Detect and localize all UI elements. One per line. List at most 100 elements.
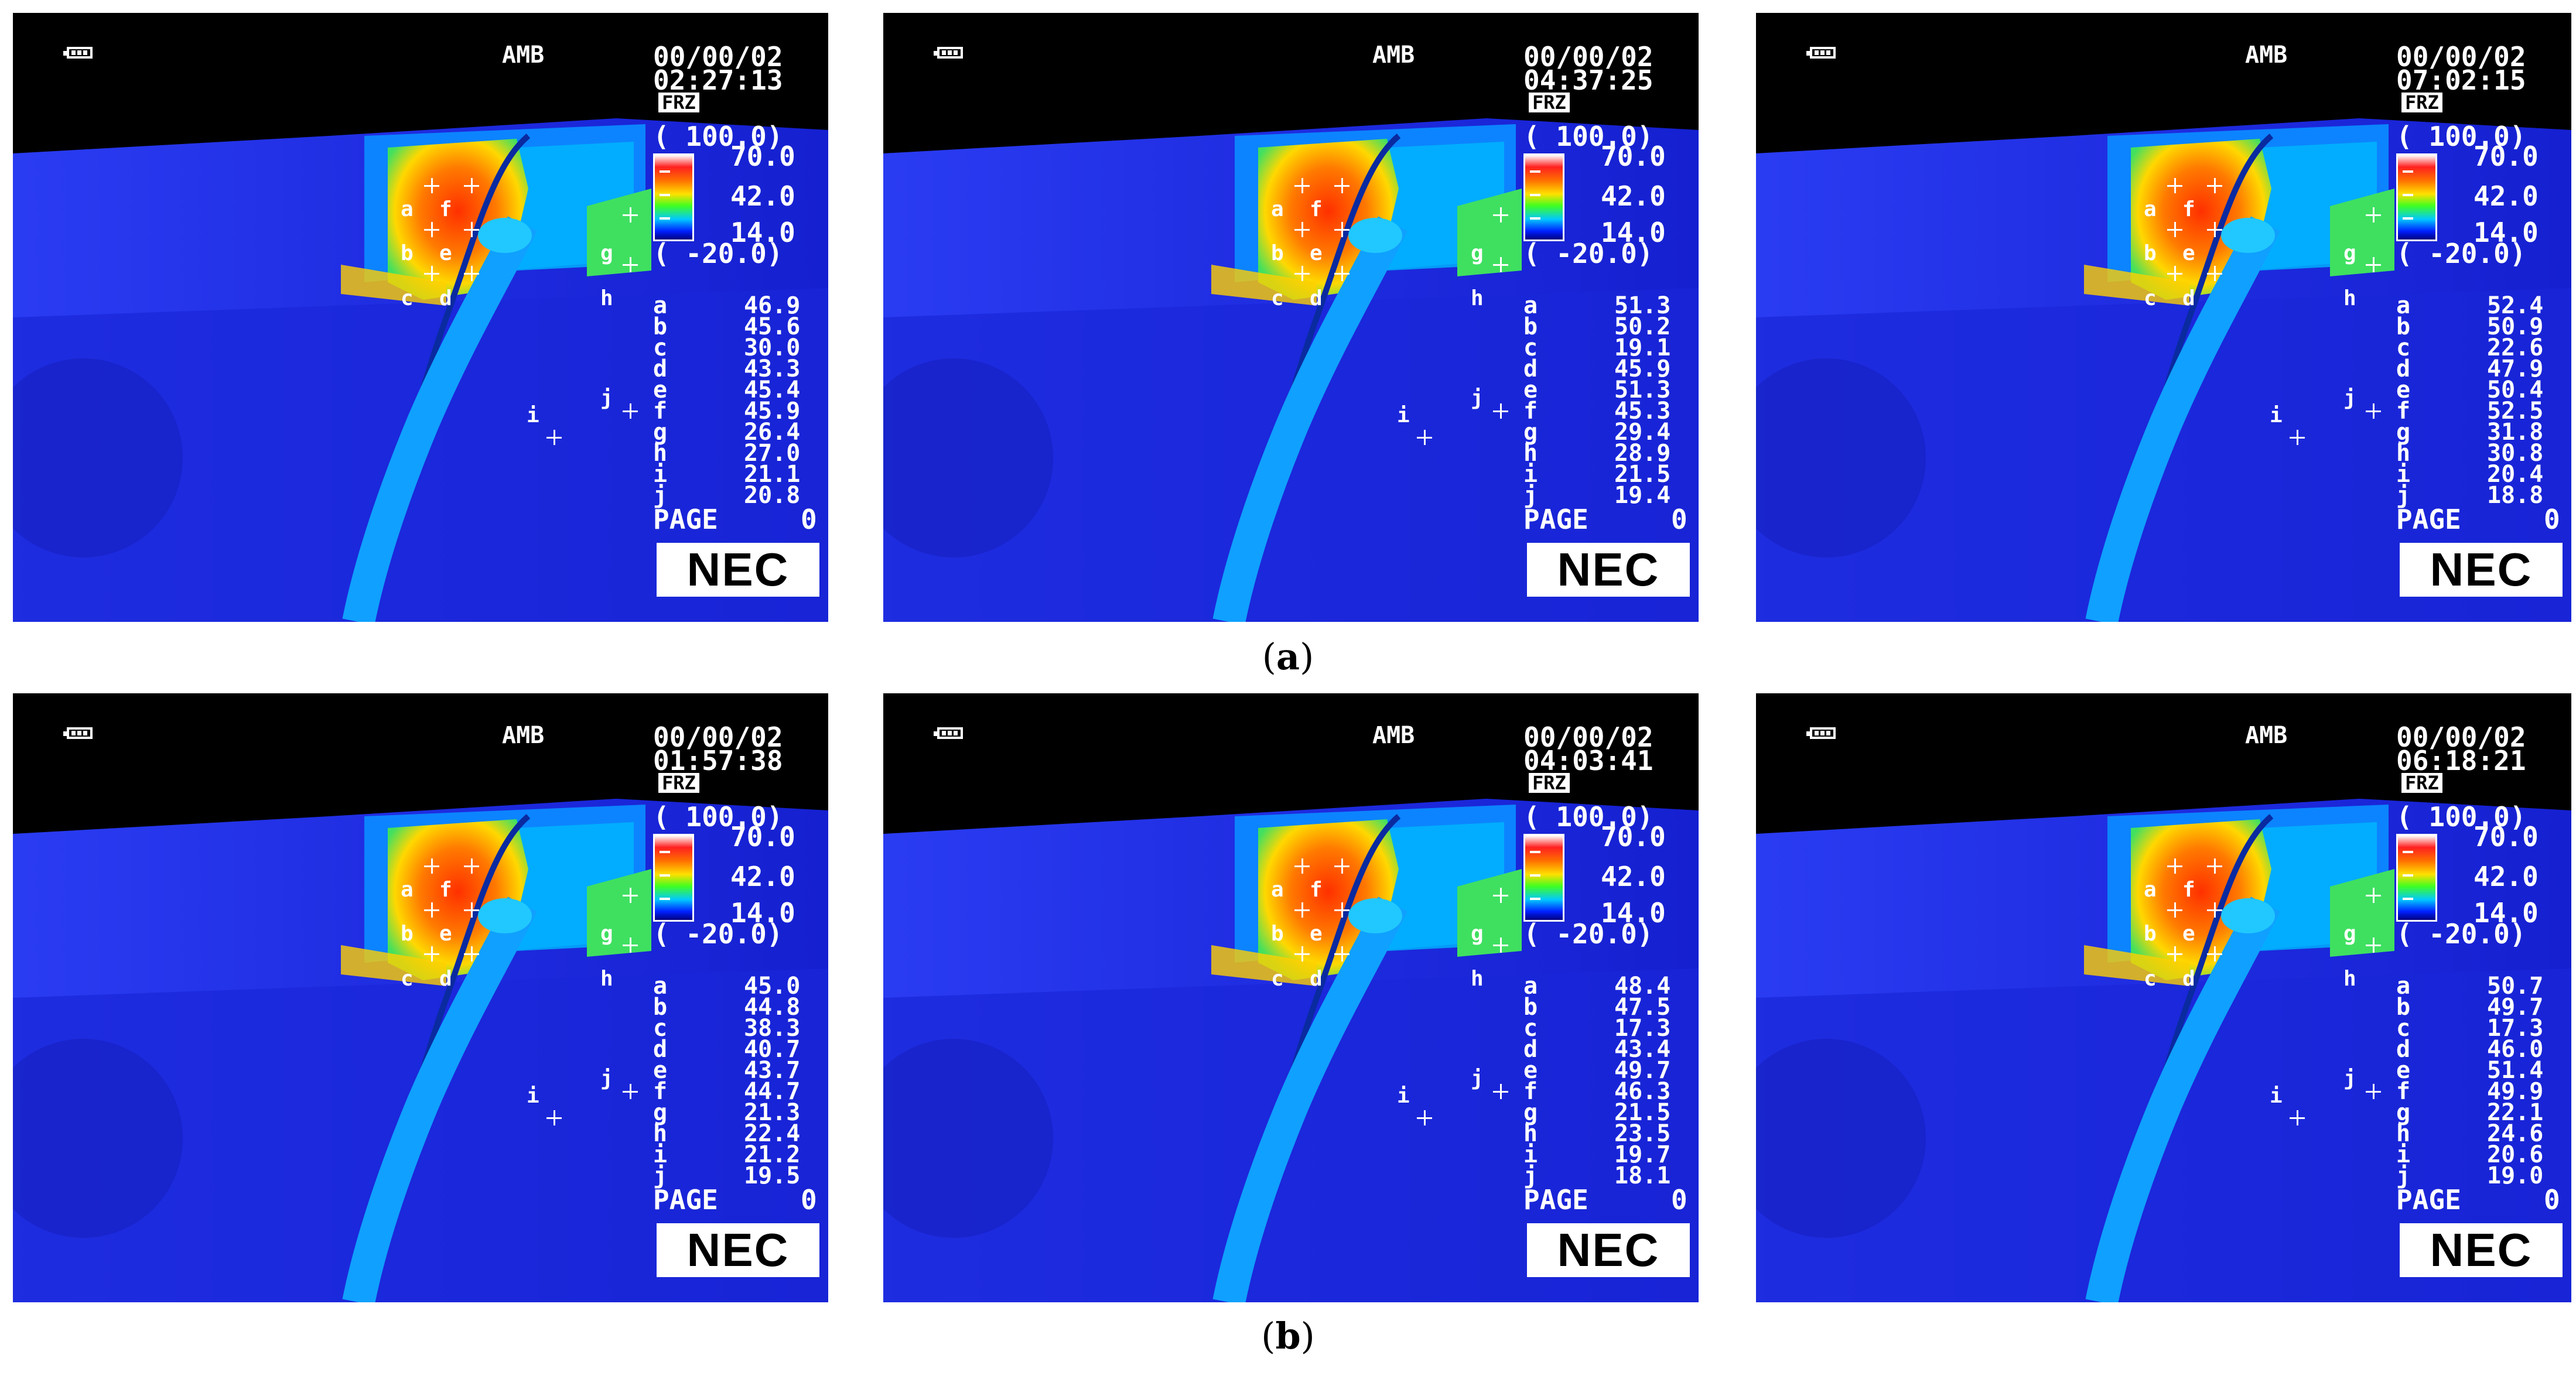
crosshair-marker-icon [2167,902,2182,918]
crosshair-marker-icon [1493,257,1508,272]
readout-temperature-value: 49.9 [2487,1078,2544,1105]
crosshair-marker-icon [2167,222,2182,237]
marker-point-label: e [1310,241,1323,265]
page-number: 0 [2544,1184,2560,1216]
crosshair-marker-icon [2207,222,2222,237]
readout-temperature-value: 50.9 [2487,313,2544,340]
battery-icon [934,727,963,739]
page-number: 0 [2544,504,2560,535]
readout-temperature-value: 22.4 [744,1120,801,1147]
marker-point-label: g [2343,922,2356,946]
readout-temperature-value: 44.7 [744,1078,801,1105]
crosshair-marker-icon [2167,858,2182,874]
caption-a: (a) [1262,635,1314,678]
battery-icon [63,47,93,59]
readout-temperature-value: 21.5 [1614,1099,1671,1126]
thermal-image-panel-b-1: AMB 00/00/02 01:57:38 FRZ ( 100.0) 70.0 … [13,693,828,1302]
marker-point-label: j [2343,1066,2356,1090]
readout-point-label: i [2396,461,2411,488]
date-readout: 00/00/02 [1523,721,1653,753]
readout-temperature-value: 48.4 [1614,973,1671,1000]
mode-label: AMB [502,722,545,749]
crosshair-marker-icon [546,1110,562,1125]
crosshair-marker-icon [1493,1084,1508,1099]
crosshair-marker-icon [2290,430,2305,445]
date-readout: 00/00/02 [653,721,783,753]
crosshair-marker-icon [464,946,479,961]
scale-mid: 42.0 [730,180,795,212]
crosshair-marker-icon [623,403,638,419]
readout-point-label: e [1523,1057,1538,1084]
readout-point-label: d [1523,1036,1538,1063]
crosshair-marker-icon [1334,946,1350,961]
readout-point-label: d [2396,1036,2411,1063]
readout-temperature-value: 30.8 [2487,440,2544,467]
time-readout: 04:03:41 [1523,745,1653,776]
readout-point-label: f [1523,398,1538,425]
marker-point-label: b [1271,922,1284,946]
readout-temperature-value: 47.5 [1614,994,1671,1021]
scale-high: 70.0 [730,821,795,853]
time-readout: 04:37:25 [1523,64,1653,96]
marker-point-label: h [600,967,613,991]
marker-point-label: c [2144,967,2157,991]
mode-label: AMB [502,42,545,69]
scale-max-bracket: ( 100.0) [653,801,783,833]
readout-temperature-value: 21.5 [1614,461,1671,488]
crosshair-marker-icon [2207,266,2222,281]
color-scale-bar [2396,153,2437,241]
readout-point-label: i [653,461,668,488]
battery-icon [934,47,963,59]
crosshair-marker-icon [623,1084,638,1099]
crosshair-marker-icon [2167,946,2182,961]
crosshair-marker-icon [1493,403,1508,419]
readout-point-label: j [653,482,668,509]
crosshair-marker-icon [1334,178,1350,193]
readout-point-label: c [2396,1015,2411,1042]
readout-temperature-value: 51.3 [1614,292,1671,319]
readout-point-label: i [1523,461,1538,488]
scale-low: 14.0 [1601,897,1666,929]
page-label: PAGE [2396,1184,2461,1216]
scale-min-bracket: ( -20.0) [653,918,783,950]
page-label: PAGE [653,504,718,535]
crosshair-marker-icon [1334,902,1350,918]
scale-mid: 42.0 [2473,180,2539,212]
scale-max-bracket: ( 100.0) [653,121,783,152]
crosshair-marker-icon [1493,888,1508,903]
marker-point-label: a [1271,197,1284,221]
readout-temperature-value: 18.1 [1614,1162,1671,1189]
readout-point-label: c [1523,334,1538,361]
thermal-image-panel-a-2: AMB 00/00/02 04:37:25 FRZ ( 100.0) 70.0 … [883,13,1699,622]
marker-point-label: f [2182,878,2195,902]
scale-mid: 42.0 [2473,861,2539,892]
readout-temperature-value: 17.3 [1614,1015,1671,1042]
crosshair-marker-icon [1417,430,1432,445]
readout-point-label: j [653,1162,668,1189]
readout-temperature-value: 49.7 [1614,1057,1671,1084]
page-number: 0 [801,1184,817,1216]
readout-point-label: b [1523,994,1538,1021]
date-readout: 00/00/02 [2396,721,2526,753]
readout-point-label: d [2396,355,2411,382]
readout-point-label: h [2396,1120,2411,1147]
readout-temperature-value: 45.3 [1614,398,1671,425]
readout-temperature-value: 52.5 [2487,398,2544,425]
readout-temperature-value: 52.4 [2487,292,2544,319]
readout-temperature-value: 43.3 [744,355,801,382]
marker-point-label: c [1271,967,1284,991]
color-scale-bar [1523,834,1564,922]
thermal-image [1756,13,2571,622]
marker-point-label: g [600,922,613,946]
readout-point-label: c [653,1015,668,1042]
crosshair-marker-icon [623,937,638,953]
marker-point-label: a [2144,197,2157,221]
readout-temperature-value: 30.0 [744,334,801,361]
marker-point-label: h [600,286,613,310]
readout-point-label: h [653,1120,668,1147]
readout-point-label: i [1523,1141,1538,1168]
readout-temperature-value: 46.9 [744,292,801,319]
scale-high: 70.0 [2473,821,2539,853]
readout-temperature-value: 21.1 [744,461,801,488]
crosshair-marker-icon [2207,858,2222,874]
